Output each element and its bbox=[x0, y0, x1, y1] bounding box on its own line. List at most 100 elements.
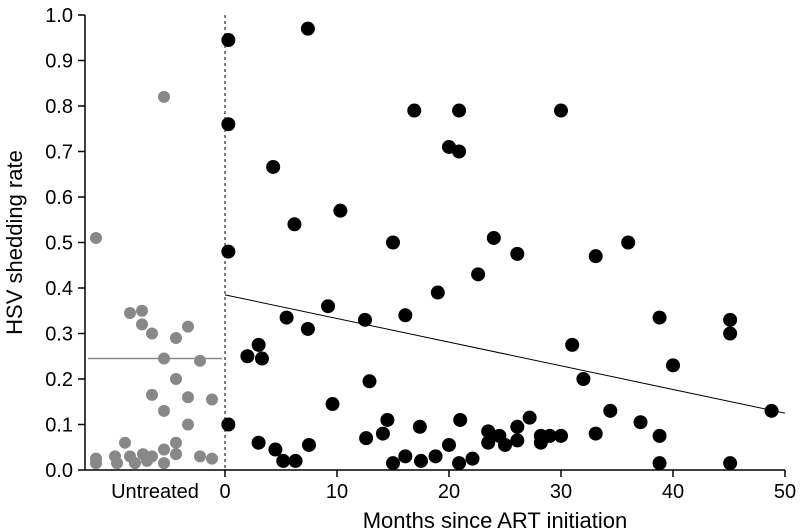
y-tick-label: 0.0 bbox=[45, 460, 73, 482]
data-point bbox=[170, 448, 182, 460]
data-point bbox=[158, 405, 170, 417]
data-point bbox=[129, 457, 141, 469]
data-point bbox=[90, 457, 102, 469]
data-point bbox=[170, 373, 182, 385]
data-point bbox=[453, 413, 467, 427]
data-point bbox=[170, 332, 182, 344]
data-point bbox=[240, 349, 254, 363]
data-point bbox=[471, 267, 485, 281]
data-point bbox=[333, 204, 347, 218]
data-point bbox=[182, 321, 194, 333]
data-point bbox=[589, 427, 603, 441]
x-tick-label: 10 bbox=[326, 481, 348, 503]
data-point bbox=[358, 313, 372, 327]
data-point bbox=[170, 437, 182, 449]
y-tick-label: 0.7 bbox=[45, 142, 73, 164]
data-point bbox=[554, 104, 568, 118]
data-point bbox=[221, 245, 235, 259]
data-point bbox=[302, 438, 316, 452]
data-point bbox=[119, 437, 131, 449]
data-point bbox=[380, 413, 394, 427]
chart-svg: 0.00.10.20.30.40.50.60.70.80.91.00102030… bbox=[0, 0, 800, 531]
data-point bbox=[287, 217, 301, 231]
data-point bbox=[221, 418, 235, 432]
trend-line bbox=[225, 295, 785, 413]
data-point bbox=[565, 338, 579, 352]
data-point bbox=[182, 391, 194, 403]
data-point bbox=[301, 322, 315, 336]
x-tick-label: 30 bbox=[550, 481, 572, 503]
data-point bbox=[666, 358, 680, 372]
data-point bbox=[266, 160, 280, 174]
y-tick-label: 0.5 bbox=[45, 233, 73, 255]
data-point bbox=[111, 457, 123, 469]
data-point bbox=[321, 299, 335, 313]
data-point bbox=[124, 307, 136, 319]
data-point bbox=[554, 429, 568, 443]
data-point bbox=[158, 457, 170, 469]
data-point bbox=[653, 311, 667, 325]
data-point bbox=[487, 231, 501, 245]
data-point bbox=[158, 353, 170, 365]
data-point bbox=[252, 338, 266, 352]
data-point bbox=[498, 438, 512, 452]
data-point bbox=[90, 232, 102, 244]
data-point bbox=[206, 453, 218, 465]
data-point bbox=[182, 419, 194, 431]
data-point bbox=[221, 117, 235, 131]
data-point bbox=[136, 305, 148, 317]
y-tick-label: 0.8 bbox=[45, 96, 73, 118]
data-point bbox=[276, 454, 290, 468]
data-point bbox=[398, 449, 412, 463]
data-point bbox=[407, 104, 421, 118]
data-point bbox=[653, 456, 667, 470]
x-tick-label: 50 bbox=[774, 481, 796, 503]
data-point bbox=[576, 372, 590, 386]
data-point bbox=[452, 104, 466, 118]
data-point bbox=[429, 449, 443, 463]
y-tick-label: 0.1 bbox=[45, 415, 73, 437]
data-point bbox=[723, 456, 737, 470]
y-tick-label: 0.2 bbox=[45, 369, 73, 391]
data-point bbox=[194, 450, 206, 462]
data-point bbox=[431, 286, 445, 300]
data-point bbox=[510, 433, 524, 447]
data-point bbox=[206, 393, 218, 405]
x-tick-label: 20 bbox=[438, 481, 460, 503]
data-point bbox=[221, 33, 235, 47]
y-tick-label: 0.3 bbox=[45, 324, 73, 346]
data-point bbox=[158, 444, 170, 456]
y-tick-label: 1.0 bbox=[45, 5, 73, 27]
x-axis-label: Months since ART initiation bbox=[363, 508, 628, 531]
data-point bbox=[252, 436, 266, 450]
data-point bbox=[452, 456, 466, 470]
data-point bbox=[280, 311, 294, 325]
data-point bbox=[326, 397, 340, 411]
data-point bbox=[386, 236, 400, 250]
data-point bbox=[523, 411, 537, 425]
x-untreated-label: Untreated bbox=[111, 481, 199, 503]
data-point bbox=[723, 313, 737, 327]
data-point bbox=[146, 389, 158, 401]
data-point bbox=[510, 247, 524, 261]
data-point bbox=[413, 420, 427, 434]
data-point bbox=[255, 352, 269, 366]
data-point bbox=[289, 454, 303, 468]
x-tick-label: 0 bbox=[219, 481, 230, 503]
y-tick-label: 0.9 bbox=[45, 51, 73, 73]
data-point bbox=[146, 328, 158, 340]
data-point bbox=[653, 429, 667, 443]
data-point bbox=[589, 249, 603, 263]
data-point bbox=[466, 452, 480, 466]
data-point bbox=[359, 431, 373, 445]
data-point bbox=[398, 308, 412, 322]
data-point bbox=[376, 427, 390, 441]
data-point bbox=[634, 415, 648, 429]
data-point bbox=[146, 450, 158, 462]
data-point bbox=[723, 327, 737, 341]
y-axis-label: HSV shedding rate bbox=[2, 150, 27, 335]
data-point bbox=[386, 456, 400, 470]
data-point bbox=[194, 355, 206, 367]
x-tick-label: 40 bbox=[662, 481, 684, 503]
data-point bbox=[301, 22, 315, 36]
